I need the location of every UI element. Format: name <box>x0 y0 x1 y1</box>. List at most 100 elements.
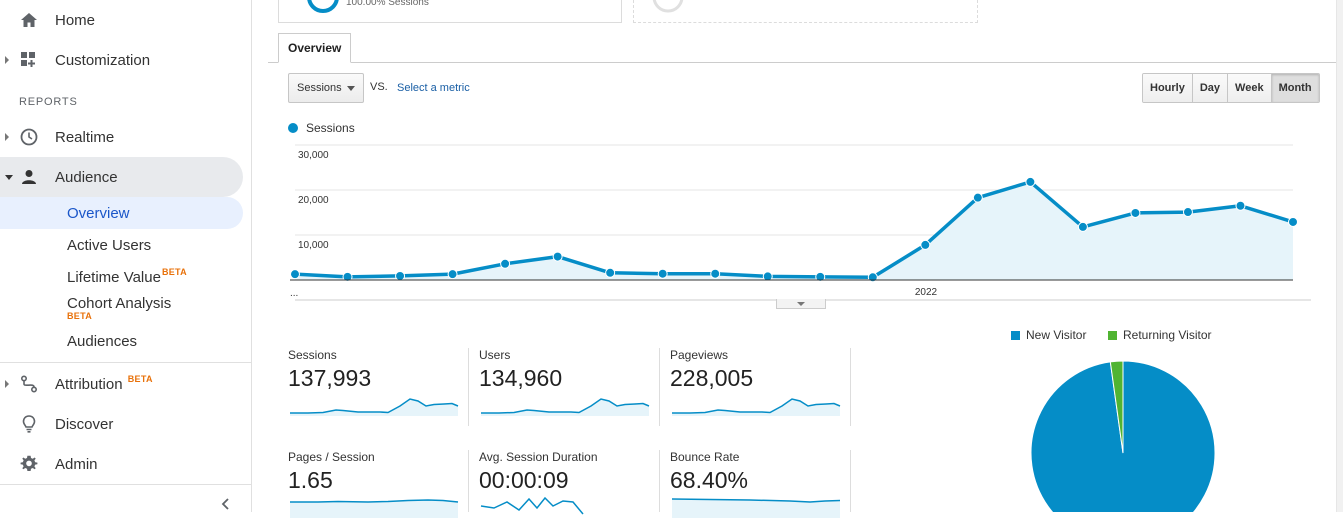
nav-discover[interactable]: Discover <box>0 404 243 444</box>
tab-divider <box>268 62 1343 63</box>
data-point <box>552 251 563 262</box>
caret-right-icon[interactable] <box>5 380 9 388</box>
caret-right-icon[interactable] <box>5 56 9 64</box>
period-month-button[interactable]: Month <box>1271 74 1319 102</box>
data-point <box>762 271 773 282</box>
period-toggle: Hourly Day Week Month <box>1142 73 1320 103</box>
data-point <box>1182 207 1193 218</box>
period-day-button[interactable]: Day <box>1192 74 1229 102</box>
sparkline <box>480 496 584 515</box>
visitor-pie-chart[interactable] <box>1023 355 1223 512</box>
sparkline <box>671 498 841 518</box>
tile-divider <box>468 348 469 426</box>
attribution-icon <box>19 374 39 394</box>
pie-slice[interactable] <box>1109 360 1124 454</box>
metric-value: 228,005 <box>670 365 754 391</box>
period-hourly-button[interactable]: Hourly <box>1143 74 1193 102</box>
select-metric-link[interactable]: Select a metric <box>397 82 470 94</box>
nav-home[interactable]: Home <box>0 0 243 40</box>
pie-legend-label: New Visitor <box>1026 328 1087 342</box>
data-point <box>657 268 668 279</box>
metric-tile-users[interactable]: Users 134,960 <box>479 348 659 428</box>
metric-dropdown-value: Sessions <box>297 82 342 94</box>
nav-audiences[interactable]: Audiences <box>0 325 243 357</box>
data-point <box>1077 221 1088 232</box>
data-point <box>290 269 300 280</box>
main-content: 100.00% Sessions Overview Sessions VS. S… <box>268 0 1343 518</box>
nav-lifetime-value[interactable]: Lifetime ValueBETA <box>0 261 243 293</box>
data-point <box>1235 200 1246 211</box>
metric-tile-pageviews[interactable]: Pageviews 228,005 <box>670 348 850 428</box>
nav-audience-overview[interactable]: Overview <box>0 197 243 229</box>
metric-value: 00:00:09 <box>479 467 569 493</box>
metric-label: Avg. Session Duration <box>479 450 598 464</box>
metric-value: 137,993 <box>288 365 372 391</box>
beta-badge: BETA <box>127 373 153 384</box>
sidebar-divider <box>0 362 252 363</box>
sub-item-label: Cohort Analysis <box>67 295 172 312</box>
period-week-button[interactable]: Week <box>1228 74 1272 102</box>
x-tick-label: ... <box>290 288 298 299</box>
metric-label: Pageviews <box>670 348 729 362</box>
nav-active-users[interactable]: Active Users <box>0 229 243 261</box>
metric-tile-bounce-rate[interactable]: Bounce Rate 68.40% <box>670 450 850 530</box>
nav-attribution[interactable]: Attribution BETA <box>0 364 243 404</box>
sessions-line-chart[interactable]: 30,000 20,000 10,000... 2022 <box>268 0 1343 305</box>
home-icon <box>19 10 39 30</box>
vs-label: VS. <box>370 81 388 93</box>
nav-audience-label: Audience <box>55 168 118 186</box>
nav-audience[interactable]: Audience <box>0 157 243 197</box>
clock-icon <box>19 127 39 147</box>
metric-label: Pages / Session <box>288 450 375 464</box>
metric-value: 68.40% <box>670 467 749 493</box>
nav-cohort-analysis[interactable]: Cohort Analysis BETA <box>0 291 243 327</box>
metric-label: Bounce Rate <box>670 450 740 464</box>
pie-legend-label: Returning Visitor <box>1123 328 1212 342</box>
data-point <box>1288 216 1298 227</box>
data-point <box>500 258 511 269</box>
metric-tile-sessions[interactable]: Sessions 137,993 <box>288 348 468 428</box>
metric-tile-avg-session-duration[interactable]: Avg. Session Duration 00:00:09 <box>479 450 659 530</box>
nav-admin-label: Admin <box>55 455 98 473</box>
beta-badge: BETA <box>67 311 93 321</box>
tile-divider <box>659 348 660 426</box>
sparkline <box>672 398 841 416</box>
metric-value: 1.65 <box>288 467 333 493</box>
y-tick-label: 10,000 <box>298 240 329 251</box>
dashboard-plus-icon <box>19 50 39 70</box>
sidebar: Home Customization REPORTS Realtime Audi… <box>0 0 252 512</box>
collapse-sidebar-icon[interactable] <box>218 494 232 514</box>
tile-divider <box>659 450 660 512</box>
x-tick-label: 2022 <box>915 287 938 298</box>
metric-label: Users <box>479 348 511 362</box>
data-point <box>920 239 931 250</box>
nav-attribution-label: Attribution <box>55 375 123 393</box>
add-segment-card[interactable] <box>633 0 978 23</box>
chart-expand-handle[interactable] <box>776 299 826 309</box>
sub-item-label: Lifetime Value <box>67 268 161 286</box>
nav-realtime[interactable]: Realtime <box>0 117 243 157</box>
sub-item-label: Active Users <box>67 236 152 254</box>
caret-right-icon[interactable] <box>5 133 9 141</box>
sub-item-label-wrap: Lifetime ValueBETA <box>67 267 187 286</box>
metric-tile-pages-per-session[interactable]: Pages / Session 1.65 <box>288 450 468 530</box>
legend-swatch <box>288 123 298 133</box>
gear-icon <box>19 454 39 474</box>
sidebar-divider <box>0 484 252 485</box>
tab-overview[interactable]: Overview <box>278 33 352 63</box>
scrollbar[interactable] <box>1336 0 1343 512</box>
nav-customization[interactable]: Customization <box>0 40 243 80</box>
caret-down-icon[interactable] <box>5 174 13 180</box>
nav-admin[interactable]: Admin <box>0 444 243 484</box>
data-point <box>815 271 826 282</box>
chart-line <box>294 180 1294 280</box>
data-point <box>710 268 721 279</box>
segment-percentage: 100.00% Sessions <box>346 0 429 8</box>
data-point <box>1025 176 1036 187</box>
pie-legend-returning: Returning Visitor <box>1108 328 1212 342</box>
tile-divider <box>850 348 851 426</box>
metric-dropdown[interactable]: Sessions <box>288 73 364 103</box>
lightbulb-icon <box>19 414 39 434</box>
sub-item-label: Audiences <box>67 332 138 350</box>
segment-card[interactable]: 100.00% Sessions <box>278 0 622 23</box>
